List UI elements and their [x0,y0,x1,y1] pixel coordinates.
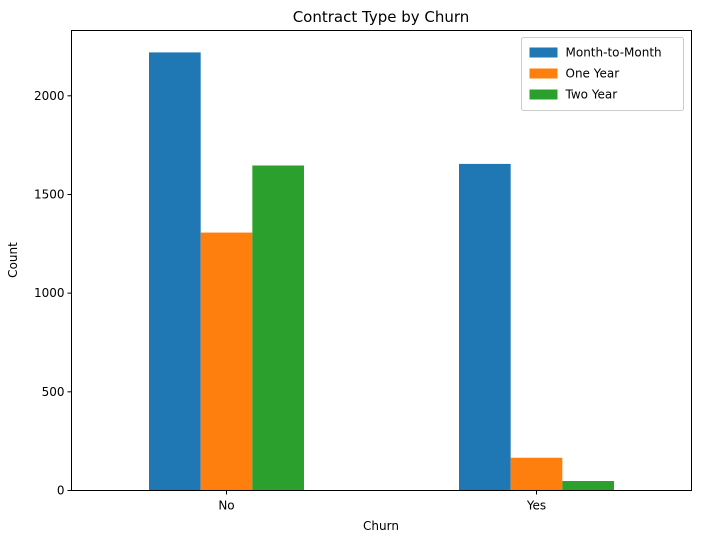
y-axis: 0 500 1000 1500 2000 [34,89,72,498]
bars-layer [149,52,614,491]
bar-two-year-yes [562,481,614,491]
legend-swatch [529,89,558,100]
y-tick-label: 1500 [34,187,65,201]
y-tick-label: 500 [42,385,65,399]
legend-swatch [529,47,558,58]
legend-label: Month-to-Month [566,46,662,60]
x-tick-label: Yes [526,499,546,513]
legend-box [521,37,684,111]
chart-title: Contract Type by Churn [293,8,470,26]
bar-one-year-yes [510,457,563,491]
bar-two-year-no [252,165,304,491]
x-tick-label: No [218,499,234,513]
bar-one-year-no [200,232,253,491]
y-tick-label: 0 [57,484,65,498]
legend-swatch [529,68,558,79]
y-axis-label: Count [6,242,20,278]
y-tick-label: 1000 [34,286,65,300]
legend-label: Two Year [565,88,618,102]
legend: Month-to-Month One Year Two Year [521,37,684,111]
legend-label: One Year [566,67,620,81]
x-axis-label: Churn [363,519,399,533]
plot-frame [71,30,692,491]
y-tick-label: 2000 [34,89,65,103]
bar-month-to-month-no [149,52,201,491]
bar-month-to-month-yes [459,163,511,491]
x-axis: No Yes [218,490,546,513]
